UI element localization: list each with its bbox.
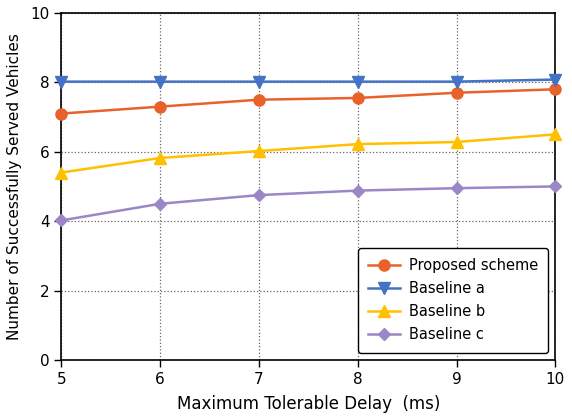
Baseline b	[453, 139, 460, 144]
Baseline a	[355, 79, 362, 84]
Baseline c	[157, 201, 164, 206]
Baseline a	[552, 77, 559, 82]
Baseline c	[453, 186, 460, 191]
Proposed scheme	[256, 97, 263, 102]
Baseline c	[256, 193, 263, 198]
Line: Proposed scheme: Proposed scheme	[56, 84, 561, 119]
Legend: Proposed scheme, Baseline a, Baseline b, Baseline c: Proposed scheme, Baseline a, Baseline b,…	[358, 248, 548, 353]
Proposed scheme	[453, 90, 460, 95]
Proposed scheme	[552, 87, 559, 92]
Proposed scheme	[58, 111, 65, 116]
Baseline a	[58, 79, 65, 84]
Proposed scheme	[355, 95, 362, 100]
Baseline b	[58, 170, 65, 175]
Proposed scheme	[157, 104, 164, 109]
Baseline a	[157, 79, 164, 84]
Baseline c	[58, 218, 65, 223]
Y-axis label: Number of Successfully Served Vehicles: Number of Successfully Served Vehicles	[7, 33, 22, 340]
Line: Baseline c: Baseline c	[57, 182, 559, 225]
X-axis label: Maximum Tolerable Delay  (ms): Maximum Tolerable Delay (ms)	[177, 395, 440, 413]
Baseline c	[355, 188, 362, 193]
Line: Baseline b: Baseline b	[56, 129, 561, 178]
Baseline b	[256, 149, 263, 154]
Line: Baseline a: Baseline a	[56, 74, 561, 87]
Baseline b	[552, 132, 559, 137]
Baseline a	[256, 79, 263, 84]
Baseline b	[355, 142, 362, 147]
Baseline c	[552, 184, 559, 189]
Baseline b	[157, 155, 164, 160]
Baseline a	[453, 79, 460, 84]
